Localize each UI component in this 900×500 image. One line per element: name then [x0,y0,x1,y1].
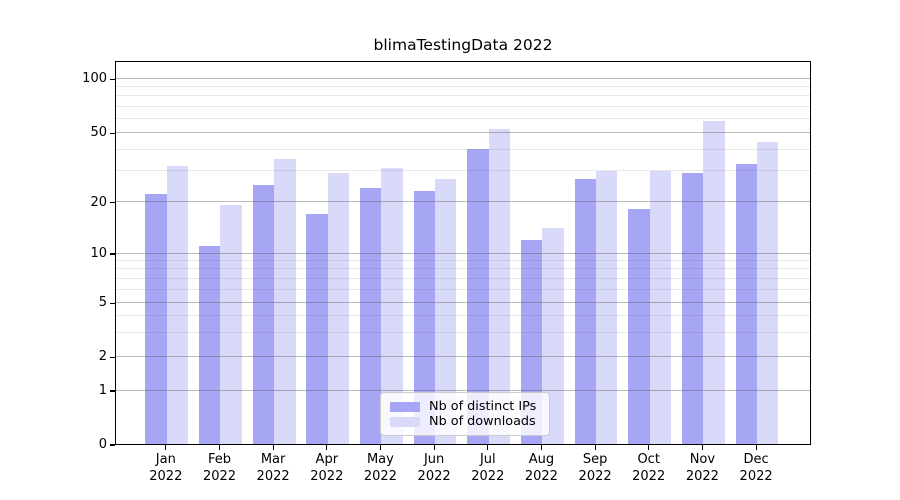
bar-dec-downloads [757,142,779,444]
gridline-70 [116,105,810,107]
x-tick-mark-aug [540,445,542,450]
legend-swatch-downloads [390,416,420,427]
x-tick-label-jul: Jul 2022 [471,452,505,484]
gridline-100 [116,77,810,79]
gridline-80 [116,95,810,97]
legend: Nb of distinct IPs Nb of downloads [380,392,550,436]
y-tick-label-5: 5 [98,295,107,311]
bar-apr-distinct-ips [306,213,328,444]
x-tick-label-jun: Jun 2022 [417,452,451,484]
x-tick-label-apr: Apr 2022 [310,452,344,484]
gridline-1 [116,389,810,391]
x-tick-label-feb: Feb 2022 [202,452,237,484]
gridline-7 [116,277,810,279]
y-tick-label-1: 1 [98,383,107,398]
bar-dec-distinct-ips [735,163,758,444]
gridline-10 [116,252,810,254]
bar-feb-distinct-ips [199,245,221,444]
gridline-2 [116,355,810,357]
gridline-50 [116,131,810,133]
x-tick-label-aug: Aug 2022 [524,452,558,484]
gridline-90 [116,86,810,87]
y-tick-mark-0 [110,444,115,446]
x-tick-label-dec: Dec 2022 [739,452,773,484]
y-tick-label-20: 20 [90,194,107,210]
y-tick-mark-5 [110,302,115,304]
y-tick-mark-20 [110,201,115,204]
y-tick-label-0: 0 [98,437,107,452]
x-tick-label-nov: Nov 2022 [685,452,719,484]
bar-jan-distinct-ips [145,194,167,444]
legend-label-downloads: Nb of downloads [429,414,536,429]
y-tick-mark-10 [110,253,115,255]
bar-feb-downloads [220,205,242,444]
x-tick-label-jan: Jan 2022 [149,452,183,484]
x-tick-mark-jun [433,445,435,450]
legend-item-distinct-ips: Nb of distinct IPs [390,399,540,414]
x-tick-mark-apr [326,445,328,450]
bar-mar-distinct-ips [252,184,275,444]
gridline-40 [116,148,810,150]
x-tick-mark-oct [648,445,650,450]
bar-may-distinct-ips [360,187,382,444]
x-tick-mark-dec [755,445,757,450]
y-tick-label-100: 100 [82,71,107,87]
chart-title: blimaTestingData 2022 [373,36,553,54]
bar-may-downloads [381,168,403,444]
x-tick-mark-mar [272,445,274,450]
x-tick-label-may: May 2022 [363,452,397,484]
bar-mar-downloads [274,159,296,444]
x-tick-mark-may [379,445,381,450]
plot-area [115,61,811,445]
x-tick-mark-jul [487,445,489,450]
bar-oct-downloads [649,170,672,444]
y-tick-mark-100 [110,78,115,80]
gridline-4 [116,315,810,316]
gridline-20 [116,201,810,202]
x-tick-mark-nov [701,445,703,450]
x-tick-mark-sep [594,445,596,450]
bar-jul-distinct-ips [467,149,489,444]
x-tick-mark-jan [165,445,167,450]
y-tick-mark-50 [110,132,115,134]
x-tick-label-sep: Sep 2022 [578,452,612,484]
gridline-9 [116,260,810,261]
bar-sep-distinct-ips [574,178,597,444]
gridline-6 [116,288,810,290]
bar-jan-downloads [166,166,189,444]
legend-item-downloads: Nb of downloads [390,414,540,429]
gridline-30 [116,170,810,172]
gridline-5 [116,301,810,303]
x-tick-label-mar: Mar 2022 [256,452,290,484]
bar-nov-distinct-ips [682,173,704,444]
gridline-8 [116,268,810,270]
x-tick-label-oct: Oct 2022 [632,452,666,484]
x-tick-mark-feb [218,445,221,450]
bar-sep-downloads [596,170,618,444]
bar-aug-downloads [542,228,564,444]
gridline-60 [116,117,810,119]
y-tick-mark-1 [110,390,115,392]
y-tick-label-10: 10 [90,246,107,261]
bar-oct-distinct-ips [628,209,650,444]
bar-jun-distinct-ips [413,190,436,444]
bar-jun-downloads [435,178,457,444]
bar-apr-downloads [327,173,350,444]
legend-swatch-distinct-ips [390,401,420,412]
y-tick-label-50: 50 [90,125,107,141]
gridline-3 [116,331,810,333]
legend-label-distinct-ips: Nb of distinct IPs [429,399,537,414]
bar-nov-downloads [703,120,725,444]
bar-jul-downloads [488,129,511,444]
y-tick-mark-2 [110,356,115,358]
y-tick-label-2: 2 [98,349,107,365]
